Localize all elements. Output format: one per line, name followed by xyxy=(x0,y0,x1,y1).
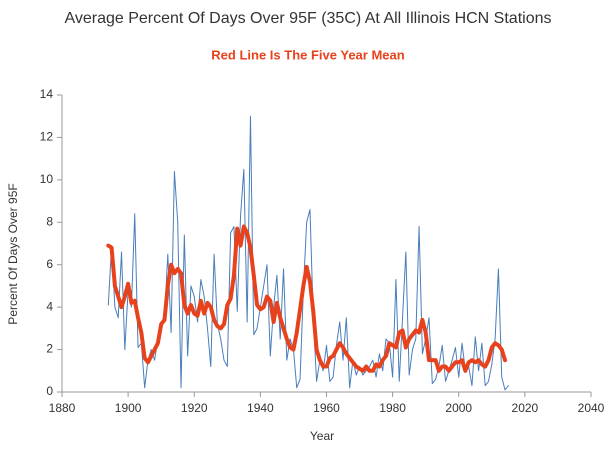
chart-title: Average Percent Of Days Over 95F (35C) A… xyxy=(64,10,551,27)
series-line xyxy=(107,115,509,391)
y-tick-label: 14 xyxy=(40,87,54,101)
y-tick-label: 8 xyxy=(46,214,53,228)
x-tick-label: 1900 xyxy=(115,401,142,415)
x-tick-label: 2000 xyxy=(445,401,472,415)
y-tick-label: 0 xyxy=(46,384,53,398)
x-tick-label: 1960 xyxy=(313,401,340,415)
y-tick-label: 2 xyxy=(46,342,53,356)
x-axis-label: Year xyxy=(310,429,334,443)
y-tick-label: 12 xyxy=(40,130,54,144)
x-tick-label: 1880 xyxy=(49,401,76,415)
x-tick-label: 1920 xyxy=(181,401,208,415)
x-tick-label: 1940 xyxy=(247,401,274,415)
y-tick-label: 6 xyxy=(46,257,53,271)
series-line xyxy=(106,224,508,373)
y-axis-label: Percent Of Days Over 95F xyxy=(6,183,20,324)
x-tick-label: 2020 xyxy=(512,401,539,415)
x-tick-label: 2040 xyxy=(578,401,605,415)
x-tick-label: 1980 xyxy=(379,401,406,415)
y-tick-label: 10 xyxy=(40,172,54,186)
chart-subtitle: Red Line Is The Five Year Mean xyxy=(211,47,404,62)
y-tick-label: 4 xyxy=(46,299,53,313)
